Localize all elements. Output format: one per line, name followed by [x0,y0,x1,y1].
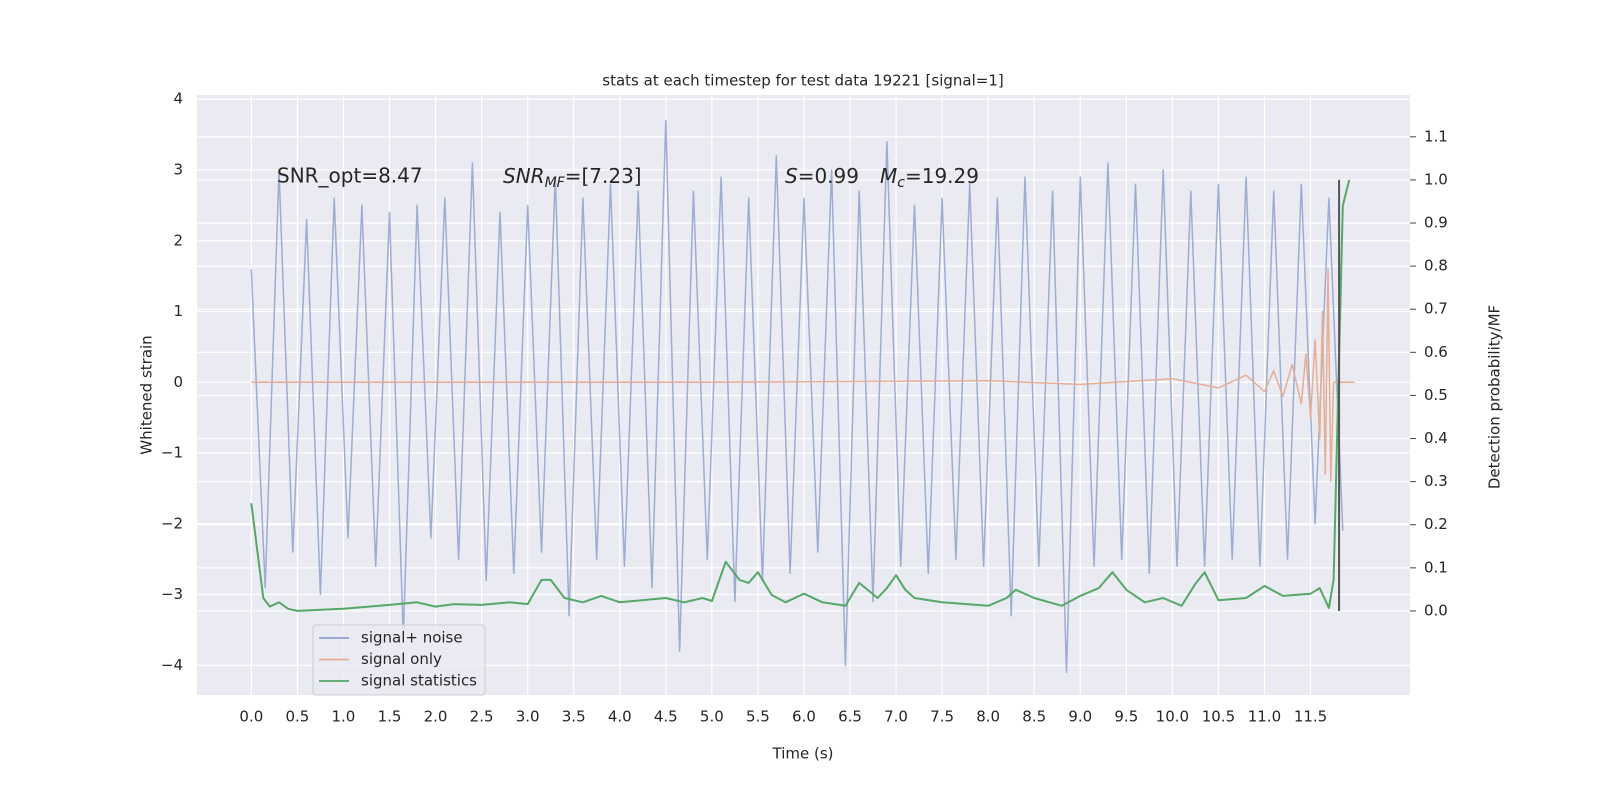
annotation: SNR_opt=8.47 [277,164,423,188]
y-axis-label: Whitened strain [138,335,156,454]
chart-title: stats at each timestep for test data 192… [602,72,1003,90]
x-tick-label: 6.5 [838,708,862,726]
y2-tick-label: 0.7 [1424,300,1448,318]
y2-tick-label: 0.4 [1424,429,1448,447]
y2-tick-label: 0.0 [1424,601,1448,619]
series-line [251,268,1355,483]
series-line [250,119,1344,674]
x-axis-label: Time (s) [772,745,834,763]
x-tick-label: 9.5 [1114,708,1138,726]
x-tick-label: 9.0 [1068,708,1092,726]
x-tick-label: 3.5 [562,708,586,726]
y-tick-label: 0 [173,373,183,391]
x-tick-label: 2.0 [424,708,448,726]
x-tick-label: 11.0 [1248,708,1281,726]
y-tick-label: −4 [161,656,183,674]
y2-tick-label: 0.1 [1424,558,1448,576]
y2-tick-label: 0.2 [1424,515,1448,533]
y2-axis-label: Detection probability/MF [1486,305,1504,489]
x-tick-label: 4.0 [608,708,632,726]
annotation-part: S [785,164,798,188]
series-line [250,179,1351,612]
legend-label: signal+ noise [361,629,463,647]
x-tick-label: 11.5 [1294,708,1327,726]
annotation-part: MF [545,175,566,191]
annotation-part: =[7.23] [565,164,642,188]
legend-box [312,624,486,696]
x-tick-label: 8.5 [1022,708,1046,726]
annotation-part: c [897,175,905,191]
x-tick-label: 1.5 [378,708,402,726]
y2-tick-label: 0.9 [1424,214,1448,232]
annotation: Mc=19.29 [880,164,979,192]
x-tick-label: 10.0 [1156,708,1189,726]
y2-tick-label: 0.6 [1424,343,1448,361]
x-tick-label: 7.0 [884,708,908,726]
x-tick-label: 2.5 [470,708,494,726]
x-tick-label: 4.5 [654,708,678,726]
legend-label: signal statistics [361,672,477,690]
annotation-part: =0.99 [798,164,859,188]
x-tick-label: 5.0 [700,708,724,726]
x-tick-label: 8.0 [976,708,1000,726]
x-tick-label: 5.5 [746,708,770,726]
annotation-part: M [880,164,897,188]
y2-tick-label: 1.0 [1424,170,1448,188]
annotation: S=0.99 [785,164,859,188]
y-tick-label: 2 [173,231,183,249]
y-tick-label: −1 [161,444,183,462]
x-tick-label: 0.5 [285,708,309,726]
annotation: SNRMF=[7.23] [503,164,642,192]
y2-tick-label: 0.3 [1424,472,1448,490]
y-tick-label: 1 [173,302,183,320]
y2-tick-label: 0.8 [1424,257,1448,275]
y2-tick-label: 0.5 [1424,386,1448,404]
annotation-part: =19.29 [905,164,979,188]
y2-tick-label: 1.1 [1424,127,1448,145]
y-tick-label: −2 [161,514,183,532]
legend-label: signal only [361,650,442,668]
y-tick-label: 4 [173,90,183,108]
x-tick-label: 0.0 [239,708,263,726]
x-tick-label: 6.0 [792,708,816,726]
x-tick-label: 3.0 [516,708,540,726]
annotation-part: SNR [503,164,545,188]
x-tick-label: 1.0 [332,708,356,726]
x-tick-label: 10.5 [1202,708,1235,726]
y-tick-label: 3 [173,161,183,179]
y-tick-label: −3 [161,585,183,603]
x-tick-label: 7.5 [930,708,954,726]
